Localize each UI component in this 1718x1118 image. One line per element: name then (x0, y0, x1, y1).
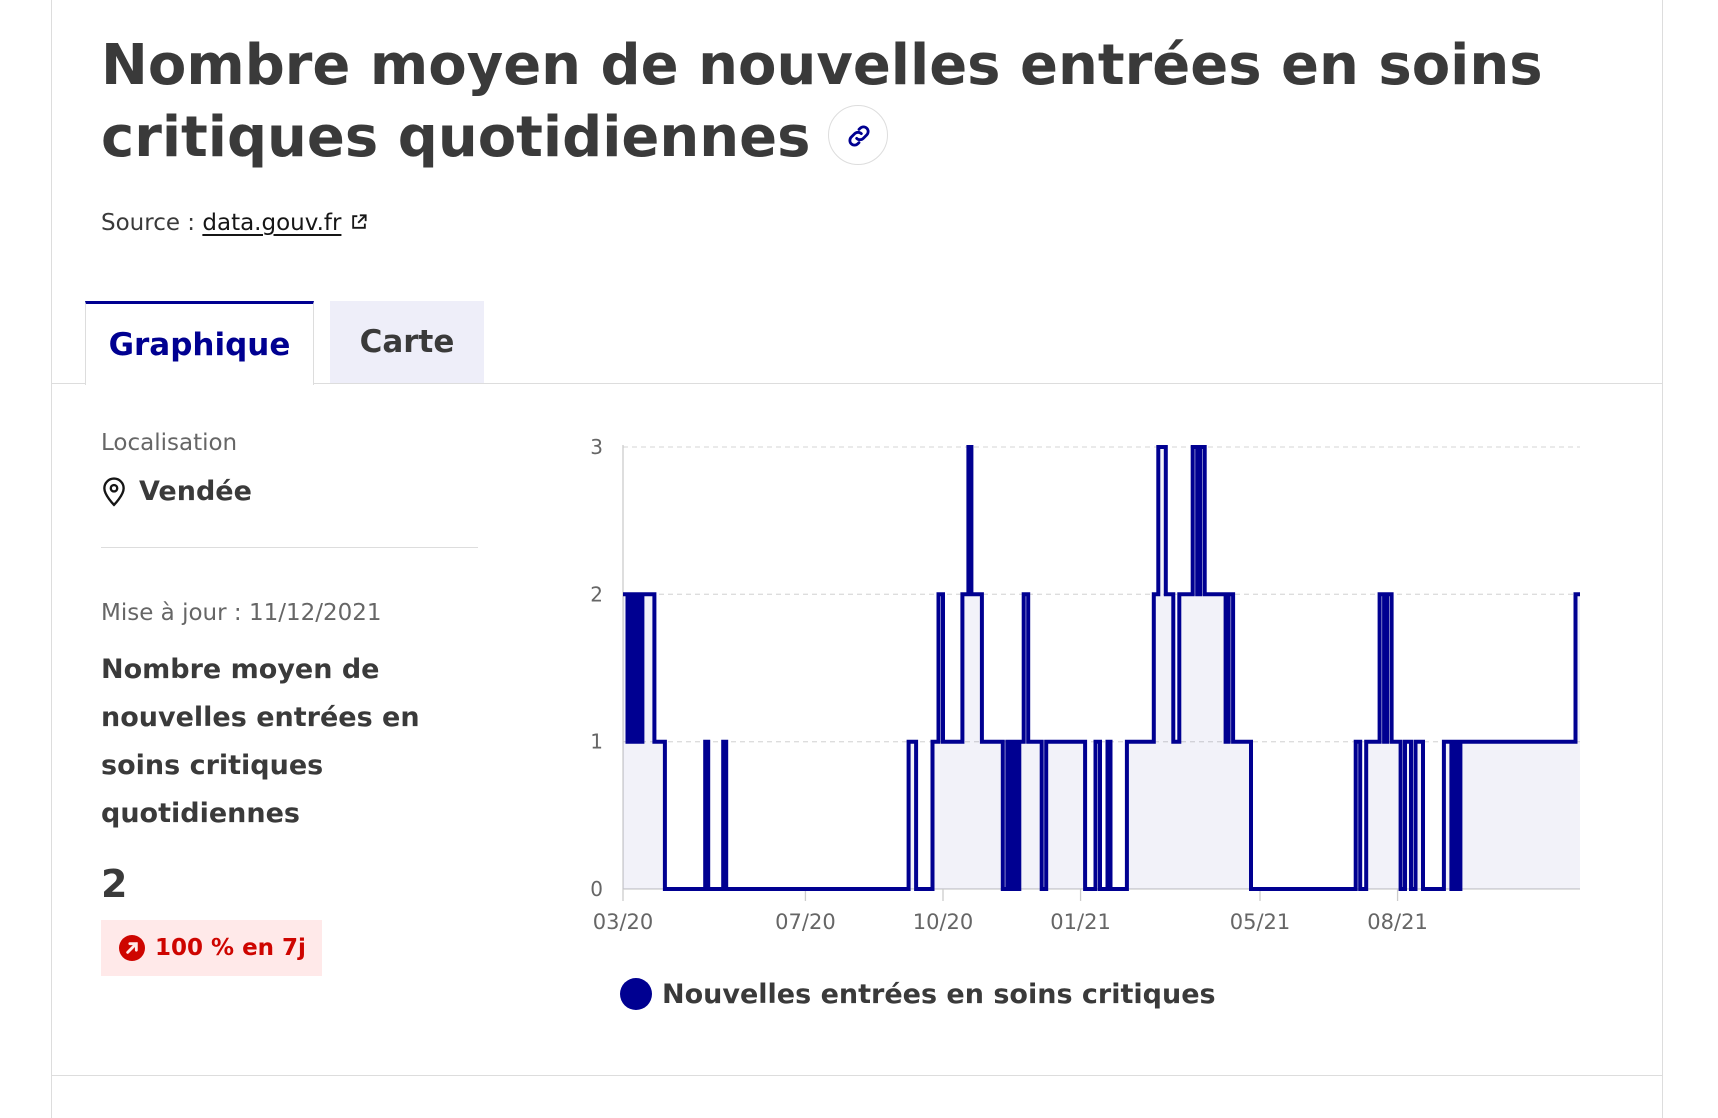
tab-graphique[interactable]: Graphique (85, 301, 314, 385)
metric-label: Nombre moyen de nouvelles entrées en soi… (101, 654, 420, 829)
copy-link-button[interactable] (828, 104, 889, 165)
y-tick-label: 1 (590, 730, 603, 754)
source-prefix: Source : (101, 210, 196, 236)
location-value: Vendée (139, 476, 252, 507)
metric-value: 2 (101, 862, 128, 906)
chart-legend: Nouvelles entrées en soins critiques (620, 978, 1216, 1010)
source-line: Source : data.gouv.fr (101, 210, 369, 236)
location-row: Vendée (101, 476, 479, 507)
indicator-sidebar: Localisation Vendée Mise à jour : 11/12/… (101, 430, 479, 976)
y-tick-label: 2 (590, 582, 603, 606)
external-link-icon (352, 214, 368, 229)
indicator-card (51, 0, 1663, 1118)
tab-carte[interactable]: Carte (330, 301, 484, 383)
line-chart: 0 1 2 3 03/20 07/20 10/20 01/21 05/21 08/21 (590, 435, 1580, 934)
y-tick-label: 0 (590, 877, 603, 901)
legend-label: Nouvelles entrées en soins critiques (662, 978, 1216, 1010)
arrow-up-right-icon (119, 935, 145, 961)
series-line (623, 445, 1580, 891)
x-tick-label: 01/21 (1050, 910, 1111, 934)
trend-text: 100 % en 7j (155, 935, 306, 961)
update-date: Mise à jour : 11/12/2021 (101, 600, 382, 626)
source-link[interactable]: data.gouv.fr (202, 210, 369, 236)
trend-badge: 100 % en 7j (101, 920, 322, 976)
x-tick-label: 05/21 (1230, 910, 1291, 934)
x-tick-label: 08/21 (1367, 910, 1428, 934)
x-tick-label: 03/20 (593, 910, 654, 934)
x-tick-label: 10/20 (913, 910, 974, 934)
location-label: Localisation (101, 430, 238, 456)
map-pin-icon (103, 476, 125, 507)
tabs-divider (51, 383, 1663, 384)
y-tick-label: 3 (590, 435, 603, 459)
legend-swatch (620, 978, 652, 1010)
sidebar-divider (101, 547, 478, 548)
link-icon (848, 125, 870, 147)
x-tick-label: 07/20 (775, 910, 836, 934)
card-bottom-divider (51, 1075, 1663, 1076)
page-title: Nombre moyen de nouvelles entrées en soi… (101, 33, 1543, 170)
